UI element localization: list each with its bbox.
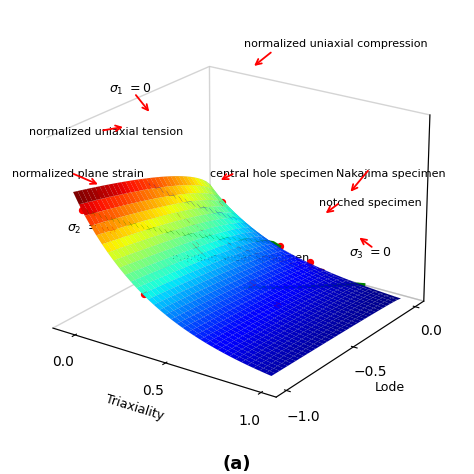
X-axis label: Triaxiality: Triaxiality: [104, 392, 165, 422]
Text: normalized uniaxial compression: normalized uniaxial compression: [244, 38, 427, 49]
Text: (a): (a): [223, 455, 251, 473]
Text: $\sigma_3\ =0$: $\sigma_3\ =0$: [349, 246, 391, 261]
Y-axis label: Lode: Lode: [374, 381, 405, 394]
Text: in-plane shear specimen: in-plane shear specimen: [172, 253, 309, 263]
Text: central hole specimen: central hole specimen: [210, 169, 334, 179]
Text: notched specimen: notched specimen: [319, 199, 422, 209]
Text: normalized uniaxial tension: normalized uniaxial tension: [29, 127, 183, 137]
Text: normalized plane strain: normalized plane strain: [12, 169, 144, 179]
Text: $\sigma_1\ =0$: $\sigma_1\ =0$: [109, 82, 151, 97]
Text: Nakajima specimen: Nakajima specimen: [336, 169, 446, 179]
Text: $\sigma_2\ =0$: $\sigma_2\ =0$: [67, 221, 109, 236]
